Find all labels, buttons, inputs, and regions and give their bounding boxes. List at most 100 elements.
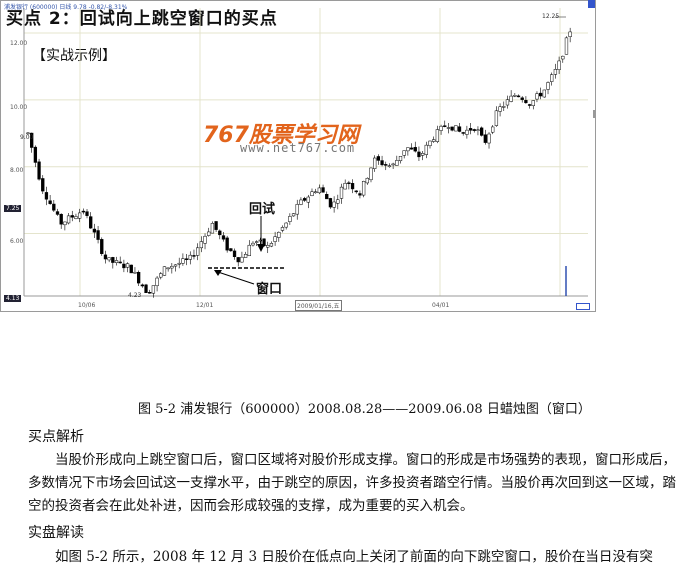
paragraph-reading: 如图 5-2 所示，2008 年 12 月 3 日股价在低点向上关闭了前面的向下… <box>55 549 653 565</box>
candle-body <box>564 37 569 55</box>
candle-body <box>384 164 388 166</box>
candle-body <box>74 216 78 219</box>
candle-body <box>232 250 237 257</box>
candle-body <box>457 126 462 132</box>
candle-body <box>122 263 126 269</box>
candle-body <box>527 104 532 106</box>
candle-body <box>203 235 207 244</box>
candle-body <box>472 129 476 131</box>
candle-body <box>48 200 52 204</box>
candle-body <box>502 106 506 108</box>
candle-body <box>380 160 384 166</box>
candle-body <box>273 236 277 242</box>
candle-body <box>317 187 322 194</box>
candle-body <box>332 201 336 208</box>
candle-body <box>26 132 30 135</box>
candle-body <box>520 97 524 100</box>
x-tick-label: 10/06 <box>78 302 96 309</box>
example-label: 【实战示例】 <box>32 48 116 64</box>
candle-body <box>461 132 465 134</box>
candle-body <box>373 157 377 169</box>
candle-body <box>568 31 572 37</box>
candle-body <box>66 215 71 224</box>
candle-body <box>247 244 251 257</box>
candle-body <box>225 237 229 251</box>
candle-body <box>89 216 93 229</box>
candle-body <box>494 110 499 126</box>
candle-body <box>100 239 104 254</box>
paragraph-analysis: 当股价形成向上跳空窗口后，窗口区域将对股价形成支撑。窗口的形成是市场强势的表现，… <box>28 452 676 514</box>
candle-body <box>214 221 218 230</box>
x-cursor-label: 2009/01/16,五 <box>295 300 342 311</box>
candle-body <box>118 261 122 264</box>
candle-body <box>210 223 215 234</box>
scroll-right-icon[interactable] <box>576 303 590 310</box>
candle-body <box>173 264 178 267</box>
y-tick-label: 6.00 <box>10 238 24 245</box>
candle-body <box>166 267 170 270</box>
candle-body <box>435 129 440 142</box>
candle-body <box>81 210 85 213</box>
candle-body <box>280 227 285 231</box>
candle-body <box>299 199 303 205</box>
candle-body <box>96 230 100 240</box>
candle-body <box>487 133 491 144</box>
candle-body <box>550 74 554 82</box>
candle-body <box>258 239 263 242</box>
candle-body <box>181 258 185 264</box>
candle-body <box>446 127 451 129</box>
candle-body <box>111 257 115 263</box>
watermark-logo: 767股票学习网 <box>203 123 359 148</box>
candle-body <box>177 262 181 265</box>
candle-body <box>266 244 270 248</box>
candle-body <box>498 106 502 112</box>
candle-body <box>277 231 281 238</box>
candle-body <box>535 93 539 100</box>
candle-body <box>325 194 329 200</box>
y-min-label: 4.13 <box>4 295 22 302</box>
candle-body <box>468 128 473 131</box>
candle-body <box>306 196 310 203</box>
candle-body <box>240 256 244 263</box>
candle-body <box>509 95 513 102</box>
candle-body <box>129 264 133 274</box>
candle-body <box>207 231 211 236</box>
candle-body <box>391 163 395 166</box>
candle-body <box>328 198 333 208</box>
candle-body <box>33 146 38 163</box>
candle-body <box>92 228 97 233</box>
candle-body <box>184 258 189 260</box>
candle-body <box>505 99 510 106</box>
candle-body <box>491 126 495 133</box>
candle-body <box>465 129 469 135</box>
candle-body <box>424 144 428 155</box>
candle-body <box>63 221 67 226</box>
candle-body <box>103 254 108 260</box>
candle-body <box>170 265 174 269</box>
low-price-label: 4.23 <box>128 292 142 299</box>
y-tick-label: 10.00 <box>10 104 28 111</box>
candle-body <box>432 139 436 142</box>
candle-body <box>406 147 410 152</box>
candle-body <box>136 271 141 284</box>
candle-body <box>218 230 222 236</box>
candle-body <box>439 125 443 131</box>
candle-body <box>144 284 148 294</box>
candle-body <box>310 191 314 197</box>
candle-body <box>542 89 546 98</box>
candlestick-chart: 浦发银行 (600000) 日线 9.78 -0.82/-8.31% 12.00… <box>0 0 596 312</box>
candle-body <box>343 182 347 190</box>
candle-body <box>483 134 487 143</box>
section-title-analysis: 买点解析 <box>28 429 84 445</box>
candle-body <box>85 211 89 216</box>
y-tick-label: 8.00 <box>10 167 24 174</box>
gap-arrow-line <box>217 271 255 285</box>
x-tick-label: 04/01 <box>432 302 450 309</box>
candle-body <box>41 178 45 192</box>
candle-body <box>561 55 565 60</box>
candle-body <box>413 147 417 152</box>
candle-body <box>188 254 192 260</box>
candle-body <box>443 125 447 127</box>
candle-body <box>428 140 432 147</box>
candle-body <box>269 243 274 247</box>
